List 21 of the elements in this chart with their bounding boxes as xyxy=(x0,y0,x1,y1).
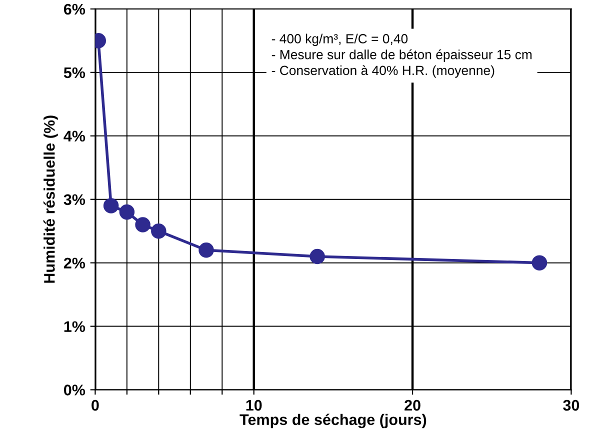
point xyxy=(119,204,135,220)
point xyxy=(135,217,150,232)
x-axis-title: Temps de séchage (jours) xyxy=(240,414,426,428)
y-tick-label: 4% xyxy=(64,130,86,142)
y-tick-label: 5% xyxy=(64,67,86,78)
y-tick-label: 3% xyxy=(64,194,86,206)
y-tick-label: 1% xyxy=(64,321,86,332)
point xyxy=(103,198,119,214)
x-tick-label: 10 xyxy=(246,400,262,411)
point xyxy=(532,255,548,270)
point xyxy=(310,248,325,264)
x-tick-label: 20 xyxy=(404,400,420,411)
y-axis-title: Humidité résiduelle (%) xyxy=(43,116,58,283)
y-tick-label: 2% xyxy=(64,258,86,268)
y-tick-label: 0% xyxy=(64,384,86,396)
y-tick-label: 6% xyxy=(64,4,86,15)
annotation: - 400 kg/m³, E/C = 0,40 - Mesure sur dalle de béton épaisseur 15 cm - Conservation à 40% H.R. (moyenne) xyxy=(272,34,532,78)
x-tick-label: 30 xyxy=(563,400,580,411)
x-tick-label: 0 xyxy=(92,400,99,411)
point xyxy=(198,242,214,258)
point xyxy=(151,223,166,239)
